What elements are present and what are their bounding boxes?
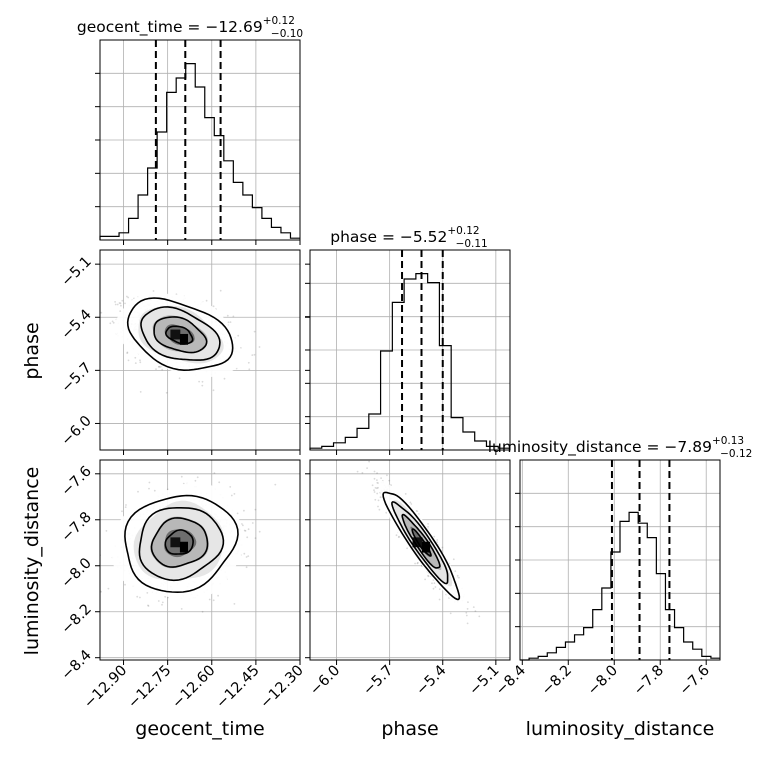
ytick-label-phase-1: −5.7	[59, 360, 95, 396]
ytick-label-phase-3: −5.1	[59, 254, 95, 290]
xtick-label-luminosity-distance-3: −7.8	[631, 663, 667, 699]
xtick-label-geocent-time-1: −12.75	[125, 663, 174, 712]
panel-frame-geocent-time-vs-luminosity-distance	[99, 459, 301, 661]
xtick-label-luminosity-distance-2: −8.0	[585, 663, 621, 699]
xlabel-geocent-time: geocent_time	[135, 718, 264, 740]
xtick-label-geocent-time-0: −12.90	[81, 663, 130, 712]
xtick-label-geocent-time-4: −12.30	[258, 663, 307, 712]
density-layer	[111, 293, 468, 607]
ytick-label-luminosity-distance-2: −8.0	[59, 555, 95, 591]
panel-frame-diag-luminosity-distance	[519, 459, 721, 661]
density-geocent-time-vs-phase	[114, 293, 243, 378]
histogram-layer	[99, 40, 720, 661]
xtick-label-geocent-time-2: −12.60	[169, 663, 218, 712]
contours-geocent-time-vs-luminosity-distance	[124, 494, 239, 594]
contours-phase-vs-luminosity-distance	[382, 491, 461, 601]
xtick-label-phase-2: −5.4	[413, 663, 449, 699]
xlabel-luminosity-distance: luminosity_distance	[526, 718, 715, 740]
ylabel-phase: phase	[21, 322, 43, 379]
xtick-label-phase-0: −6.0	[307, 663, 343, 699]
ytick-label-luminosity-distance-0: −8.4	[59, 647, 95, 683]
panel-frame-diag-geocent-time	[99, 39, 301, 241]
xtick-label-geocent-time-3: −12.45	[213, 663, 262, 712]
xtick-label-luminosity-distance-4: −7.6	[677, 663, 713, 699]
panel-frame-geocent-time-vs-phase	[99, 249, 301, 451]
title-phase: phase = −5.52+0.12 −0.11	[330, 225, 488, 250]
contours-geocent-time-vs-phase	[126, 297, 234, 372]
histogram-phase	[309, 273, 510, 450]
ytick-label-phase-0: −6.0	[59, 413, 95, 449]
histogram-luminosity-distance	[520, 511, 720, 661]
ytick-label-luminosity-distance-3: −7.8	[59, 509, 95, 545]
xtick-label-luminosity-distance-0: −8.4	[493, 663, 529, 699]
panel-frame-diag-phase	[309, 249, 511, 451]
title-geocent-time: geocent_time = −12.69+0.12 −0.10	[77, 15, 303, 40]
ylabel-luminosity-distance: luminosity_distance	[21, 467, 43, 656]
xtick-label-phase-1: −5.7	[360, 663, 396, 699]
ytick-label-luminosity-distance-4: −7.6	[59, 463, 95, 499]
title-luminosity-distance: luminosity_distance = −7.89+0.13 −0.12	[488, 435, 753, 460]
histogram-geocent-time	[99, 63, 300, 240]
ytick-label-phase-2: −5.4	[59, 307, 95, 343]
ytick-label-luminosity-distance-1: −8.2	[59, 601, 95, 637]
density-geocent-time-vs-luminosity-distance	[111, 482, 245, 601]
xtick-label-phase-3: −5.1	[466, 663, 502, 699]
density-phase-vs-luminosity-distance	[378, 480, 468, 607]
contour-layer	[124, 297, 461, 601]
xtick-label-luminosity-distance-1: −8.2	[539, 663, 575, 699]
xlabel-phase: phase	[381, 718, 438, 740]
panel-frame-phase-vs-luminosity-distance	[309, 459, 511, 661]
